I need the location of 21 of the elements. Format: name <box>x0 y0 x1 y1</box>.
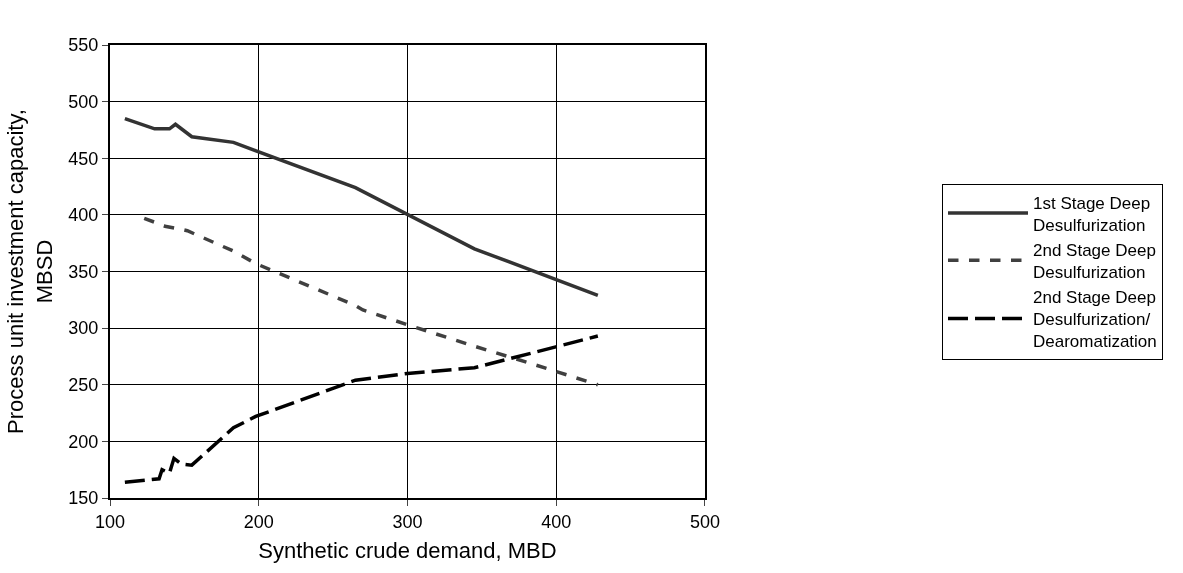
y-tick-label: 200 <box>68 431 99 452</box>
legend-label: 1st Stage Deep Desulfurization <box>1033 193 1151 235</box>
x-tick-label: 300 <box>392 511 423 532</box>
y-axis-title: Process unit investment capacity, MBSD <box>3 109 57 434</box>
line-series <box>142 216 600 387</box>
legend-label: 2nd Stage Deep Desulfurization/ Dearomatization <box>1033 288 1157 352</box>
y-tick-label: 350 <box>68 261 99 282</box>
y-tick-label: 450 <box>68 148 99 169</box>
line-series <box>123 116 600 298</box>
y-tick-label: 500 <box>68 91 99 112</box>
x-tick-label: 100 <box>94 511 126 532</box>
y-tick-label: 250 <box>68 375 99 396</box>
y-tick-label: 550 <box>68 35 99 56</box>
y-tick-label: 150 <box>68 488 99 509</box>
x-tick-label: 200 <box>243 511 274 532</box>
legend-label: 2nd Stage Deep Desulfurization <box>1033 240 1156 282</box>
y-tick-label: 300 <box>68 318 99 339</box>
x-tick-label: 500 <box>689 511 720 532</box>
y-tick-label: 400 <box>68 205 99 226</box>
x-axis-title: Synthetic crude demand, MBD <box>258 538 557 563</box>
x-tick-label: 400 <box>541 511 572 532</box>
